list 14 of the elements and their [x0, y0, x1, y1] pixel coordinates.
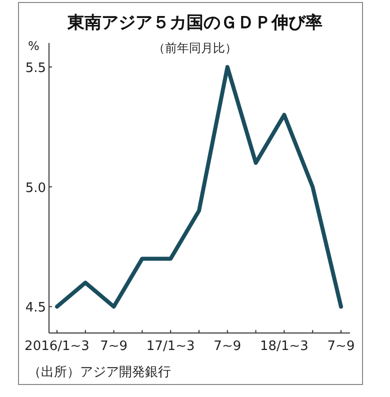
- chart-title: 東南アジア５カ国のＧＤＰ伸び率: [66, 13, 322, 33]
- text: （出所）アジア開発銀行: [28, 365, 171, 380]
- x-tick-label: 7~9: [327, 339, 355, 354]
- y-tick-label: 5.5: [25, 60, 46, 76]
- y-tick-label: 4.5: [25, 300, 46, 316]
- line-series: [55, 64, 343, 309]
- x-tick-label: 17/1~3: [146, 339, 195, 354]
- chart-subtitle: （前年同月比）: [153, 41, 237, 55]
- x-tick-label: 7~9: [214, 339, 242, 354]
- x-tick-label: 7~9: [100, 339, 128, 354]
- x-tick-label: 18/1~3: [260, 339, 308, 354]
- x-tick-label: 2016/1~3: [24, 339, 90, 354]
- y-axis-title: %: [28, 39, 40, 53]
- y-tick-label: 5.0: [25, 180, 46, 196]
